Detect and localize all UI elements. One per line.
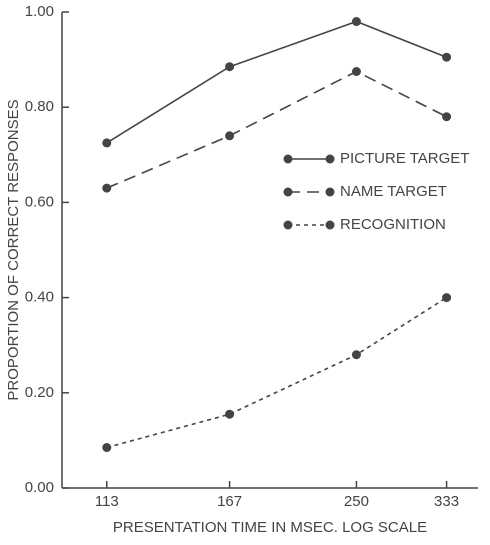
legend-dot [325,154,335,164]
legend-dot [283,187,293,197]
y-axis-label: PROPORTION OF CORRECT RESPONSES [5,99,22,400]
series-line [106,20,447,144]
legend-dot [325,220,335,230]
data-point [442,52,452,62]
data-point [225,62,235,72]
data-point [351,17,361,27]
y-tick-label: 0.20 [25,384,54,401]
x-tick-label: 333 [434,493,459,510]
y-tick-label: 1.00 [25,3,54,20]
legend-label: RECOGNITION [340,216,446,233]
y-tick-label: 0.40 [25,289,54,306]
x-tick-label: 250 [344,493,369,510]
data-point [351,350,361,360]
data-point [351,67,361,76]
legend-label: PICTURE TARGET [340,150,469,167]
x-tick-label: 113 [95,493,119,510]
legend-dot [283,154,293,164]
data-point [442,293,452,303]
data-point [102,183,112,193]
series-line [106,296,448,449]
x-axis-label: PRESENTATION TIME IN MSEC. LOG SCALE [113,519,427,536]
legend-label: NAME TARGET [340,183,447,200]
legend-dot [283,220,293,230]
data-point [102,138,112,148]
y-tick-label: 0.60 [25,193,54,210]
legend-dot [325,187,335,197]
series-line [106,70,447,189]
data-point [102,443,112,453]
data-point [442,112,452,122]
y-tick-label: 0.80 [25,98,54,115]
data-point [225,131,235,141]
data-point [225,409,235,419]
x-tick-label: 167 [217,493,242,510]
y-tick-label: 0.00 [25,479,54,496]
